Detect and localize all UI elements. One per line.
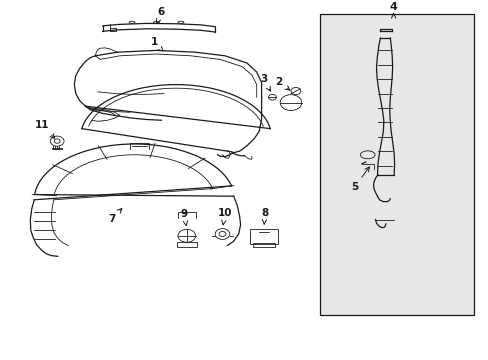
- Text: 8: 8: [261, 208, 268, 224]
- Text: 11: 11: [35, 120, 55, 138]
- Text: 9: 9: [181, 209, 187, 225]
- Bar: [253, 243, 274, 247]
- Bar: [320, 14, 473, 315]
- Text: 4: 4: [389, 2, 397, 12]
- Text: 10: 10: [217, 208, 232, 225]
- Bar: [177, 242, 196, 247]
- Text: 5: 5: [350, 167, 368, 192]
- Text: 2: 2: [275, 77, 289, 90]
- Bar: [250, 229, 277, 244]
- Text: 6: 6: [156, 7, 164, 23]
- Text: 3: 3: [260, 74, 270, 91]
- Text: 1: 1: [150, 37, 163, 51]
- Text: 7: 7: [107, 208, 122, 224]
